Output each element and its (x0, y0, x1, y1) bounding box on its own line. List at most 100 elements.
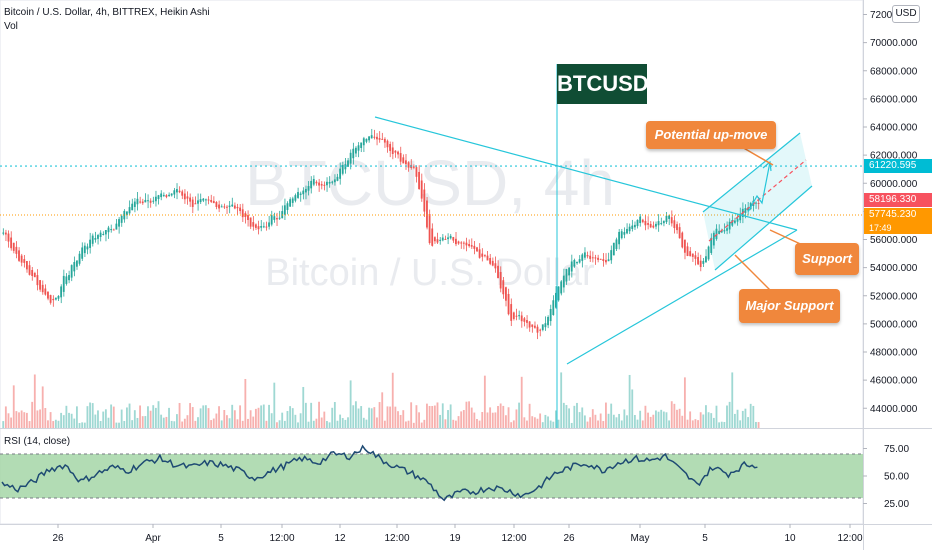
candle-body (605, 260, 607, 263)
currency-button[interactable]: USD (892, 5, 920, 23)
candle-body (310, 180, 313, 189)
volume-bar (470, 407, 473, 428)
volume-bar (565, 405, 568, 428)
candle-body (52, 298, 55, 301)
volume-bar (483, 375, 486, 428)
candle-body (755, 202, 757, 204)
candle-body (86, 246, 89, 250)
candle-body (678, 227, 681, 239)
candle-body (454, 238, 457, 245)
volume-bar (647, 412, 649, 428)
candle-body (618, 231, 621, 245)
candle-body (320, 184, 323, 186)
candle-body (439, 239, 442, 241)
candle-body (294, 195, 297, 201)
volume-bar (207, 408, 210, 428)
volume-bar (204, 405, 207, 428)
candle-body (278, 217, 281, 219)
volume-bar (383, 420, 386, 428)
volume-bar (381, 392, 384, 428)
volume-bar (218, 406, 220, 428)
price-tick-label: 68000.000 (870, 66, 918, 77)
volume-bar (597, 420, 599, 428)
volume-bar (641, 420, 644, 428)
candle-body (733, 220, 736, 223)
volume-bar (104, 409, 107, 428)
candle-body (744, 208, 747, 213)
candle-body (633, 224, 636, 228)
volume-bar (581, 407, 584, 428)
candle-body (89, 239, 91, 248)
candle-body (160, 193, 163, 198)
volume-bar (404, 421, 407, 428)
candle-body (597, 257, 599, 260)
chart-title: Bitcoin / U.S. Dollar, 4h, BITTREX, Heik… (4, 7, 210, 18)
volume-bar (578, 412, 581, 428)
volume-bar (691, 420, 694, 428)
volume-bar (420, 422, 423, 428)
time-axis[interactable]: 26 Apr 5 12:00 12 12:00 19 12:00 26 May 5 10 12:00 (52, 524, 863, 544)
candle-body (489, 258, 492, 264)
candle-body (389, 144, 392, 151)
volume-bar (244, 378, 247, 428)
candle-body (68, 275, 70, 281)
volume-bar (444, 419, 447, 428)
volume-bar (194, 420, 197, 428)
volume-bar (91, 403, 94, 428)
candle-body (131, 203, 134, 211)
candle-body (470, 245, 473, 247)
volume-bar (573, 405, 576, 428)
candle-body (549, 308, 552, 322)
candle-body (460, 242, 463, 244)
volume-bar (639, 410, 642, 428)
volume-bar (131, 420, 134, 428)
candle-body (510, 304, 513, 321)
candle-body (431, 228, 434, 246)
volume-bar (460, 411, 463, 428)
volume-bar (123, 420, 126, 428)
volume-bar (70, 413, 73, 428)
volume-bar (462, 410, 465, 428)
candle-body (233, 205, 236, 209)
volume-bar (168, 407, 170, 428)
candle-body (97, 235, 99, 239)
volume-bar (312, 420, 315, 428)
candle-body (144, 199, 147, 203)
volume-bar (720, 421, 723, 428)
candle-body (749, 202, 752, 209)
candle-body (210, 199, 213, 202)
candle-body (241, 209, 244, 218)
volume-bar (710, 413, 713, 428)
candle-body (723, 230, 726, 232)
volume-bar (320, 417, 323, 428)
candle-body (394, 150, 397, 153)
volume-bar (170, 420, 173, 428)
candle-body (357, 145, 360, 151)
candle-body (336, 176, 339, 181)
candle-body (681, 232, 684, 248)
price-axis[interactable]: 72000.00070000.00068000.00066000.0006400… (863, 10, 918, 510)
volume-bar (531, 416, 534, 428)
candle-body (497, 265, 499, 279)
candle-body (165, 195, 168, 198)
price-tick-label: 56000.000 (870, 235, 918, 246)
volume-bar (541, 422, 544, 428)
volume-bar (291, 408, 294, 428)
candle-body (541, 324, 544, 330)
price-levels (0, 165, 863, 216)
volume-bar (75, 406, 78, 428)
volume-bar (197, 417, 199, 428)
candle-body (539, 329, 542, 331)
candle-body (31, 270, 34, 276)
volume-bar (660, 409, 663, 428)
volume-bar (376, 417, 378, 428)
candle-body (362, 138, 365, 146)
volume-label: Vol (4, 21, 18, 32)
candle-body (581, 254, 584, 261)
volume-bar (57, 420, 60, 428)
potential-up-move-callout: Potential up-move (646, 121, 776, 149)
volume-bar (631, 389, 634, 428)
candle-body (707, 246, 710, 260)
candle-body (676, 224, 678, 231)
